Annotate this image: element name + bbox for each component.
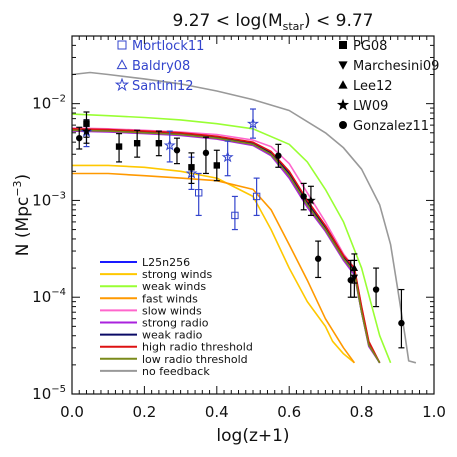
series-line-weak-radio: [71, 128, 381, 364]
legend-marker-baldry08: [116, 59, 128, 70]
data-point: [306, 195, 316, 205]
data-point: [115, 143, 123, 150]
y-tick-label: 10−5: [32, 384, 66, 403]
legend-observations-right: PG08 Marchesini09 Lee12 LW09 Gonzalez11: [336, 39, 439, 134]
legend-label-strong-winds: strong winds: [142, 268, 213, 281]
legend-label-weak-winds: weak winds: [142, 280, 206, 293]
data-point: [221, 150, 234, 163]
legend-label-mortlock11: Mortlock11: [132, 39, 204, 54]
x-tick-label: 0.0: [60, 403, 84, 421]
y-tick-label: 10−2: [32, 94, 66, 113]
legend-label-lee12: Lee12: [353, 79, 393, 94]
series-line-weak-winds: [71, 113, 392, 364]
legend-label-strong-radio: strong radio: [142, 317, 209, 330]
data-point: [76, 134, 83, 142]
x-axis: 0.0 0.2 0.4 0.6 0.8 1.0: [60, 36, 446, 421]
x-tick-label: 0.4: [205, 403, 229, 421]
data-point: [300, 193, 307, 200]
data-point: [246, 117, 260, 129]
data-point: [314, 255, 322, 262]
observations-gonzalez11: [76, 126, 405, 349]
data-point: [275, 152, 282, 159]
legend-label-pg08: PG08: [353, 39, 387, 54]
y-axis-label-superscript: −3: [11, 180, 24, 196]
legend-label-marchesini09: Marchesini09: [353, 59, 439, 74]
legend-observations-left: Mortlock11 Baldry08 Santini12: [114, 39, 204, 94]
legend-marker-lw09: [336, 98, 350, 111]
data-point: [231, 211, 239, 220]
data-point: [173, 147, 181, 154]
y-axis-label-suffix: ): [13, 174, 33, 181]
legend-label-slow-winds: slow winds: [142, 304, 202, 317]
observations-pg08: [83, 111, 220, 184]
y-axis-label: N (Mpc−3): [11, 174, 33, 256]
data-point: [202, 149, 210, 157]
legend-marker-mortlock11: [117, 40, 127, 50]
y-tick-label: 10−3: [32, 190, 66, 209]
data-point: [133, 140, 141, 147]
chart-title-suffix: ) < 9.77: [304, 11, 374, 31]
data-point: [81, 126, 92, 136]
legend-label-lw09: LW09: [353, 99, 388, 114]
y-axis: 10−5 10−4 10−3 10−2: [32, 35, 434, 403]
legend-label-low-radio-threshold: low radio threshold: [142, 353, 248, 366]
legend-label-no-feedback: no feedback: [142, 365, 210, 378]
legend-marker-santini12: [114, 77, 130, 92]
x-tick-label: 0.8: [350, 403, 374, 421]
legend-label-gonzalez11: Gonzalez11: [353, 119, 429, 134]
series-line-low-radio-threshold: [71, 129, 381, 364]
x-tick-label: 0.2: [132, 403, 156, 421]
data-point: [163, 139, 176, 151]
legend-label-high-radio-threshold: high radio threshold: [142, 341, 253, 354]
x-axis-label: log(z+1): [216, 426, 289, 446]
chart-title-prefix: 9.27 < log(M: [173, 11, 283, 31]
data-point: [372, 286, 380, 293]
legend-marker-pg08: [339, 41, 347, 49]
data-point: [188, 164, 195, 171]
data-point: [155, 140, 163, 147]
data-point: [213, 162, 220, 169]
y-axis-label-prefix: N (Mpc: [13, 197, 33, 257]
data-point: [347, 276, 354, 284]
chart-title-subscript: star: [283, 20, 305, 33]
legend-label-l25n256: L25n256: [142, 256, 190, 269]
legend-marker-lee12: [338, 80, 348, 89]
observations-lee12: [350, 253, 359, 284]
legend-label-santini12: Santini12: [132, 79, 194, 94]
x-tick-label: 1.0: [422, 403, 446, 421]
plot-area: [71, 71, 417, 364]
series-line-no-feedback: [71, 71, 417, 364]
data-point: [350, 264, 359, 271]
data-point: [398, 319, 405, 327]
legend-marker-marchesini09: [338, 61, 348, 70]
data-point: [252, 192, 261, 201]
series-line-fast-winds: [72, 172, 356, 364]
chart-title: 9.27 < log(Mstar) < 9.77: [173, 11, 374, 33]
legend-label-fast-winds: fast winds: [142, 292, 198, 305]
series-line-strong-winds: [72, 164, 355, 364]
observations-mortlock11: [195, 172, 261, 231]
legend-marker-gonzalez11: [339, 121, 347, 129]
observations-lw09: [81, 119, 316, 217]
x-tick-label: 0.6: [277, 403, 301, 421]
legend-label-baldry08: Baldry08: [132, 59, 190, 74]
data-point: [195, 189, 203, 197]
legend-label-weak-radio: weak radio: [142, 329, 203, 342]
y-tick-label: 10−4: [32, 287, 66, 306]
